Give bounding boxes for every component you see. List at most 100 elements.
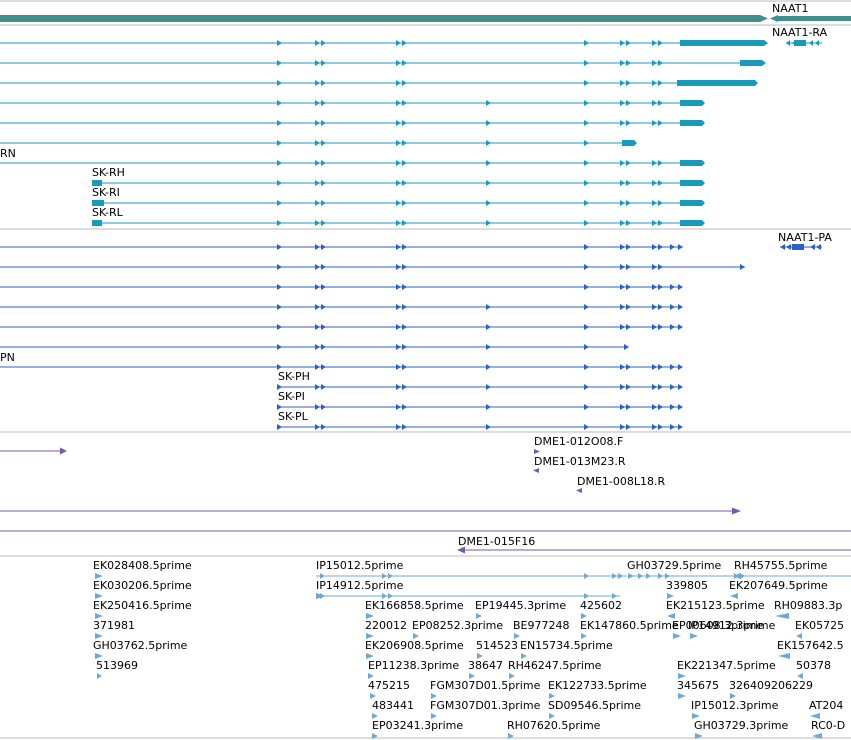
- protein-naat1-pa-glyph[interactable]: [780, 244, 822, 250]
- transcript-model[interactable]: [0, 120, 705, 126]
- transcript-track: NAAT1-RA RN SK-RH SK-RI SK-RL: [0, 24, 851, 226]
- est-label-e45: AT204: [809, 699, 843, 712]
- est-feature-e47[interactable]: [812, 733, 822, 739]
- est-feature-e22[interactable]: [370, 693, 376, 699]
- est-feature-e12[interactable]: [366, 633, 374, 639]
- clone-track: DME1-012O08.F DME1-013M23.R DME1-008L18.…: [0, 431, 851, 554]
- est-feature-e35[interactable]: [775, 613, 789, 619]
- transcript-label-sk-ri: SK-RI: [92, 186, 120, 199]
- est-label-e01: EK028408.5prime: [93, 559, 192, 572]
- est-feature-e34[interactable]: [667, 613, 675, 619]
- est-feature-e04[interactable]: [95, 633, 103, 639]
- gene-label-naat1: NAAT1: [772, 2, 808, 15]
- est-feature-e03[interactable]: [95, 613, 103, 619]
- transcript-model[interactable]: [92, 180, 705, 186]
- est-feature-e37[interactable]: [690, 633, 698, 639]
- est-feature-e45[interactable]: [810, 713, 820, 719]
- gene-track: NAAT1: [0, 0, 851, 22]
- est-feature-e25[interactable]: [372, 713, 378, 719]
- est-feature-e43[interactable]: [797, 673, 803, 679]
- clone-feature-2[interactable]: [0, 507, 741, 515]
- protein-model[interactable]: [277, 384, 683, 390]
- protein-model[interactable]: [0, 324, 683, 330]
- est-feature-e06[interactable]: [97, 673, 102, 679]
- est-feature-e41[interactable]: [678, 693, 686, 699]
- est-feature-e21[interactable]: [509, 673, 515, 679]
- clone-label-dme1-013m23-r: DME1-013M23.R: [534, 455, 626, 468]
- est-feature-e09[interactable]: [366, 613, 374, 619]
- est-feature-e29[interactable]: [508, 733, 514, 739]
- est-feature-e01[interactable]: [95, 573, 103, 579]
- est-label-e35: RH09883.3p: [774, 599, 842, 612]
- est-label-e14: BE977248: [513, 619, 570, 632]
- est-feature-e14[interactable]: [514, 633, 520, 639]
- transcript-model[interactable]: [0, 140, 637, 146]
- protein-model[interactable]: [0, 364, 683, 370]
- est-label-e12: 220012: [365, 619, 407, 632]
- est-label-e04: 371981: [93, 619, 135, 632]
- est-feature-ip14912-long[interactable]: [316, 593, 620, 599]
- est-feature-e02[interactable]: [95, 593, 103, 599]
- protein-model[interactable]: [0, 344, 629, 350]
- est-label-e17: 514523: [476, 639, 518, 652]
- est-label-e34: EK215123.5prime: [666, 599, 765, 612]
- clone-feature-4[interactable]: [457, 546, 851, 554]
- est-label-e19: EP11238.3prime: [368, 659, 459, 672]
- transcript-model[interactable]: [92, 200, 705, 206]
- est-feature-e13[interactable]: [413, 633, 419, 639]
- est-label-e15: EK147860.5prime: [580, 619, 679, 632]
- gene-bar-naat1[interactable]: [778, 16, 851, 21]
- protein-label-pn: PN: [0, 351, 15, 364]
- clone-marker-3[interactable]: [576, 488, 582, 493]
- transcript-model[interactable]: [0, 40, 768, 46]
- est-feature-e17[interactable]: [477, 653, 483, 659]
- gene-bar[interactable]: [0, 15, 760, 22]
- protein-model[interactable]: [277, 404, 683, 410]
- protein-model[interactable]: [0, 264, 745, 270]
- est-feature-e23[interactable]: [431, 693, 437, 699]
- transcript-model[interactable]: [0, 100, 705, 106]
- est-feature-e15[interactable]: [581, 633, 587, 639]
- transcript-label-rn: RN: [0, 147, 16, 160]
- est-feature-e26[interactable]: [431, 713, 437, 719]
- est-feature-e11[interactable]: [581, 613, 587, 619]
- est-feature-e32[interactable]: [667, 593, 674, 599]
- est-feature-e33[interactable]: [730, 593, 738, 599]
- est-label-e43: 50378: [796, 659, 831, 672]
- est-feature-e16[interactable]: [366, 653, 374, 659]
- est-feature-e28[interactable]: [372, 733, 378, 739]
- est-feature-e18[interactable]: [521, 653, 527, 659]
- protein-model[interactable]: [0, 304, 683, 310]
- est-feature-rh45755-long[interactable]: [630, 573, 851, 579]
- est-feature-e19[interactable]: [368, 673, 374, 679]
- transcript-label-sk-rl: SK-RL: [92, 206, 124, 219]
- est-feature-e40[interactable]: [778, 653, 790, 659]
- est-feature-ip15012-long[interactable]: [316, 573, 627, 579]
- est-label-e07: IP15012.5prime: [316, 559, 404, 572]
- est-feature-e39[interactable]: [678, 673, 686, 679]
- clone-marker-1[interactable]: [534, 449, 540, 454]
- transcript-model[interactable]: [0, 60, 766, 66]
- est-feature-e05[interactable]: [95, 653, 103, 659]
- protein-model[interactable]: [0, 244, 683, 250]
- est-feature-e24[interactable]: [549, 693, 555, 699]
- est-feature-e42[interactable]: [730, 693, 736, 699]
- transcript-model[interactable]: [0, 160, 705, 166]
- est-feature-e38[interactable]: [796, 633, 802, 639]
- est-feature-e20[interactable]: [469, 673, 475, 679]
- est-label-e28: EP03241.3prime: [372, 719, 463, 732]
- est-feature-e46[interactable]: [695, 733, 703, 739]
- est-feature-e10[interactable]: [476, 613, 482, 619]
- transcript-model[interactable]: [0, 80, 758, 86]
- est-feature-e36[interactable]: [673, 633, 681, 639]
- protein-model[interactable]: [277, 424, 683, 430]
- est-feature-e27[interactable]: [549, 713, 555, 719]
- clone-marker-2[interactable]: [533, 468, 539, 473]
- transcript-naat1-ra-glyph[interactable]: [786, 40, 822, 46]
- est-label-e36: EP00608.3prime: [672, 619, 763, 632]
- clone-feature-1[interactable]: [0, 447, 67, 455]
- transcript-model[interactable]: [92, 220, 705, 226]
- est-feature-e44[interactable]: [692, 713, 700, 719]
- protein-model[interactable]: [0, 284, 683, 290]
